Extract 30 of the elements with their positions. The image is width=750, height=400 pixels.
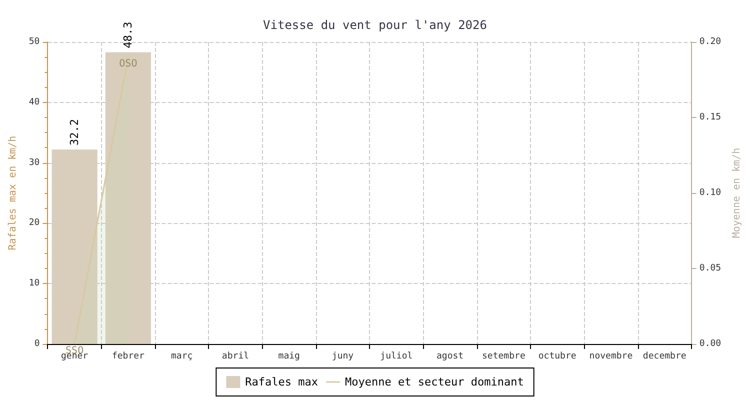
x-tick-label: agost [436, 352, 464, 362]
y-tick-label: 50 [28, 37, 40, 47]
data-label: 32.2 [68, 119, 82, 146]
legend-label: Moyenne et secteur dominant [345, 376, 524, 388]
x-tick-label: setembre [482, 352, 526, 362]
data-label: OSO [119, 58, 138, 70]
x-tick-label: maig [278, 352, 300, 362]
y-tick-label: 30 [28, 158, 40, 168]
y-tick-label: 20 [28, 218, 40, 228]
legend-label: Rafales max [245, 376, 318, 388]
y2-tick-label: 0.20 [699, 37, 722, 47]
y2-axis-title: Moyenne en km/h [732, 148, 742, 238]
y2-tick-label: 0.00 [699, 339, 722, 349]
y2-tick-label: 0.05 [699, 264, 722, 274]
y-tick-label: 40 [28, 97, 40, 108]
x-tick-label: octubre [538, 352, 576, 362]
y2-tick-label: 0.15 [699, 112, 722, 122]
y-axis-title: Rafales max en km/h [8, 136, 18, 250]
x-tick-label: juliol [380, 352, 413, 362]
x-tick-label: febrer [112, 352, 146, 362]
x-tick-label: març [170, 352, 193, 362]
y-tick-label: 0 [34, 339, 40, 349]
chart-title: Vitesse du vent pour l'any 2026 [263, 18, 487, 32]
data-label: 48.3 [122, 22, 135, 48]
x-tick-label: abril [222, 352, 250, 362]
x-tick-label: decembre [642, 352, 686, 362]
x-tick-label: novembre [589, 352, 633, 362]
y-tick-label: 10 [28, 278, 40, 289]
y2-tick-label: 0.10 [699, 188, 722, 198]
x-tick-label: juny [332, 352, 354, 362]
